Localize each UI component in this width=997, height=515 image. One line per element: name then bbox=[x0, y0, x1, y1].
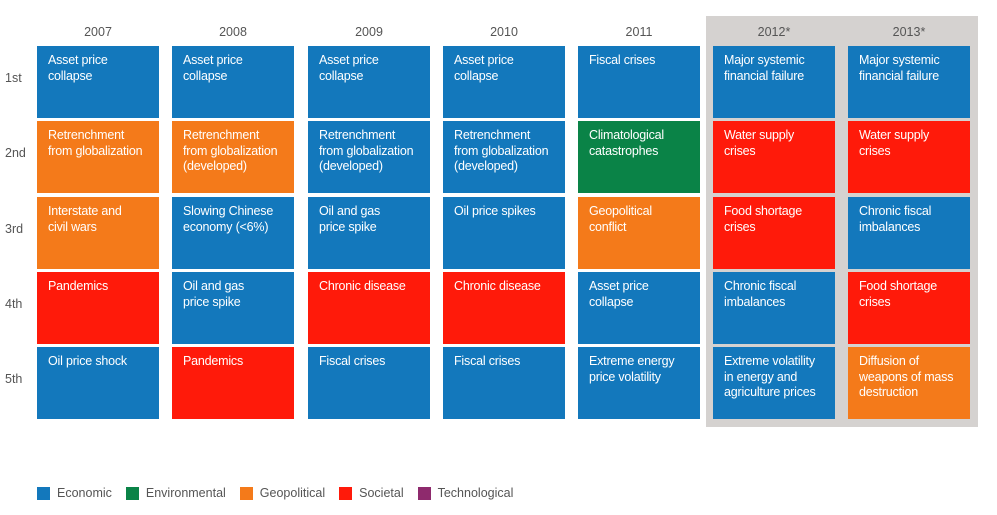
risk-cell: Extreme energy price volatility bbox=[578, 347, 700, 419]
risk-cell: Food shortage crises bbox=[713, 197, 835, 269]
legend-label-economic: Economic bbox=[57, 486, 112, 500]
risk-cell: Retrenchment from globalization bbox=[37, 121, 159, 193]
risk-cell: Pandemics bbox=[172, 347, 294, 419]
legend-label-environmental: Environmental bbox=[145, 486, 226, 500]
legend-label-technological: Technological bbox=[437, 486, 514, 500]
risk-cell: Chronic disease bbox=[443, 272, 565, 344]
risk-cell-label: Pandemics bbox=[183, 354, 244, 368]
risk-cell: Fiscal crises bbox=[443, 347, 565, 419]
legend-item-societal: Societal bbox=[339, 485, 404, 501]
risk-cell: Water supply crises bbox=[848, 121, 970, 193]
risk-cell: Asset price collapse bbox=[37, 46, 159, 118]
legend-swatch-environmental bbox=[125, 486, 139, 500]
risk-cell-label: Fiscal crises bbox=[454, 354, 521, 368]
risk-cell-label: Pandemics bbox=[48, 279, 109, 293]
risk-cell-label: Major systemic financial failure bbox=[724, 53, 805, 83]
risk-cell-label: Retrenchment from globalization bbox=[48, 128, 143, 158]
risk-cell-label: Water supply crises bbox=[724, 128, 795, 158]
risk-cell: Chronic disease bbox=[308, 272, 430, 344]
rank-label-2nd: 2nd bbox=[5, 146, 26, 160]
year-label-2007: 2007 bbox=[84, 25, 112, 39]
risk-cell-label: Oil and gas price spike bbox=[319, 204, 381, 234]
risk-cell: Pandemics bbox=[37, 272, 159, 344]
risk-cell-label: Major systemic financial failure bbox=[859, 53, 940, 83]
risk-cell-label: Chronic fiscal imbalances bbox=[724, 279, 797, 309]
legend-item-technological: Technological bbox=[417, 485, 514, 501]
risk-cell: Asset price collapse bbox=[443, 46, 565, 118]
risk-cell: Fiscal crises bbox=[578, 46, 700, 118]
risk-cell: Food shortage crises bbox=[848, 272, 970, 344]
risk-cell-label: Asset price collapse bbox=[319, 53, 379, 83]
year-label-2013-projected: 2013* bbox=[892, 25, 926, 39]
legend-item-economic: Economic bbox=[37, 485, 112, 501]
risk-cell-label: Fiscal crises bbox=[589, 53, 656, 67]
risk-cell: Climatological catastrophes bbox=[578, 121, 700, 193]
risk-cell: Oil and gas price spike bbox=[172, 272, 294, 344]
risk-cell: Oil price shock bbox=[37, 347, 159, 419]
year-label-2012-projected: 2012* bbox=[757, 25, 791, 39]
legend-swatch-technological bbox=[417, 486, 431, 500]
risk-cell: Oil price spikes bbox=[443, 197, 565, 269]
risk-cell-label: Chronic disease bbox=[454, 279, 541, 293]
risk-cell-label: Food shortage crises bbox=[724, 204, 803, 234]
risk-cell-label: Fiscal crises bbox=[319, 354, 386, 368]
rank-label-1st: 1st bbox=[5, 71, 22, 85]
risk-cell: Interstate and civil wars bbox=[37, 197, 159, 269]
legend-swatch-geopolitical bbox=[239, 486, 253, 500]
risk-cell: Slowing Chinese economy (<6%) bbox=[172, 197, 294, 269]
rank-label-5th: 5th bbox=[5, 372, 23, 386]
risk-cell: Oil and gas price spike bbox=[308, 197, 430, 269]
risk-cell-label: Food shortage crises bbox=[859, 279, 938, 309]
risk-cell-label: Extreme volatility in energy and agricul… bbox=[724, 354, 816, 399]
risk-cell-label: Diffusion of weapons of mass destruction bbox=[859, 354, 954, 399]
risk-cell: Chronic fiscal imbalances bbox=[713, 272, 835, 344]
risk-cell: Water supply crises bbox=[713, 121, 835, 193]
year-label-2009: 2009 bbox=[355, 25, 383, 39]
legend: Economic Environmental Geopolitical Societa… bbox=[37, 485, 527, 501]
risk-cell: Asset price collapse bbox=[308, 46, 430, 118]
risk-cell-label: Retrenchment from globalization (develop… bbox=[319, 128, 414, 173]
risk-cell-label: Climatological catastrophes bbox=[589, 128, 665, 158]
risk-cell-label: Asset price collapse bbox=[589, 279, 649, 309]
risk-cell: Diffusion of weapons of mass destruction bbox=[848, 347, 970, 419]
risk-cell-label: Oil price spikes bbox=[454, 204, 536, 218]
risk-cell-label: Extreme energy price volatility bbox=[589, 354, 675, 384]
risk-cell: Major systemic financial failure bbox=[713, 46, 835, 118]
legend-label-societal: Societal bbox=[359, 486, 404, 500]
risk-cell-label: Interstate and civil wars bbox=[48, 204, 122, 234]
risk-cell-label: Retrenchment from globalization (develop… bbox=[183, 128, 278, 173]
risk-cell-label: Asset price collapse bbox=[454, 53, 514, 83]
risk-cell-label: Slowing Chinese economy (<6%) bbox=[183, 204, 274, 234]
risk-cell: Major systemic financial failure bbox=[848, 46, 970, 118]
risk-cell-label: Chronic fiscal imbalances bbox=[859, 204, 932, 234]
risk-cell: Retrenchment from globalization (develop… bbox=[172, 121, 294, 193]
risk-cell: Extreme volatility in energy and agricul… bbox=[713, 347, 835, 419]
risk-cell-label: Asset price collapse bbox=[183, 53, 243, 83]
risk-cell: Retrenchment from globalization (develop… bbox=[443, 121, 565, 193]
legend-item-geopolitical: Geopolitical bbox=[239, 485, 326, 501]
legend-label-geopolitical: Geopolitical bbox=[259, 486, 326, 500]
year-label-2008: 2008 bbox=[219, 25, 247, 39]
legend-swatch-societal bbox=[339, 486, 353, 500]
rank-label-4th: 4th bbox=[5, 297, 23, 311]
risk-cell: Asset price collapse bbox=[172, 46, 294, 118]
year-label-2011: 2011 bbox=[625, 25, 653, 39]
risk-cell: Retrenchment from globalization (develop… bbox=[308, 121, 430, 193]
risk-cell-label: Water supply crises bbox=[859, 128, 930, 158]
legend-swatch-economic bbox=[37, 486, 50, 500]
risk-cell-label: Asset price collapse bbox=[48, 53, 108, 83]
risk-cell-label: Geopolitical conflict bbox=[589, 204, 652, 234]
risk-cell-label: Retrenchment from globalization (develop… bbox=[454, 128, 549, 173]
risk-cell: Chronic fiscal imbalances bbox=[848, 197, 970, 269]
risk-cell-label: Chronic disease bbox=[319, 279, 406, 293]
risk-cell-label: Oil and gas price spike bbox=[183, 279, 245, 309]
risk-cell: Asset price collapse bbox=[578, 272, 700, 344]
risk-cell: Fiscal crises bbox=[308, 347, 430, 419]
risk-cell-label: Oil price shock bbox=[48, 354, 127, 368]
legend-item-environmental: Environmental bbox=[125, 485, 226, 501]
risk-cell: Geopolitical conflict bbox=[578, 197, 700, 269]
rank-label-3rd: 3rd bbox=[5, 222, 24, 236]
year-label-2010: 2010 bbox=[490, 25, 518, 39]
